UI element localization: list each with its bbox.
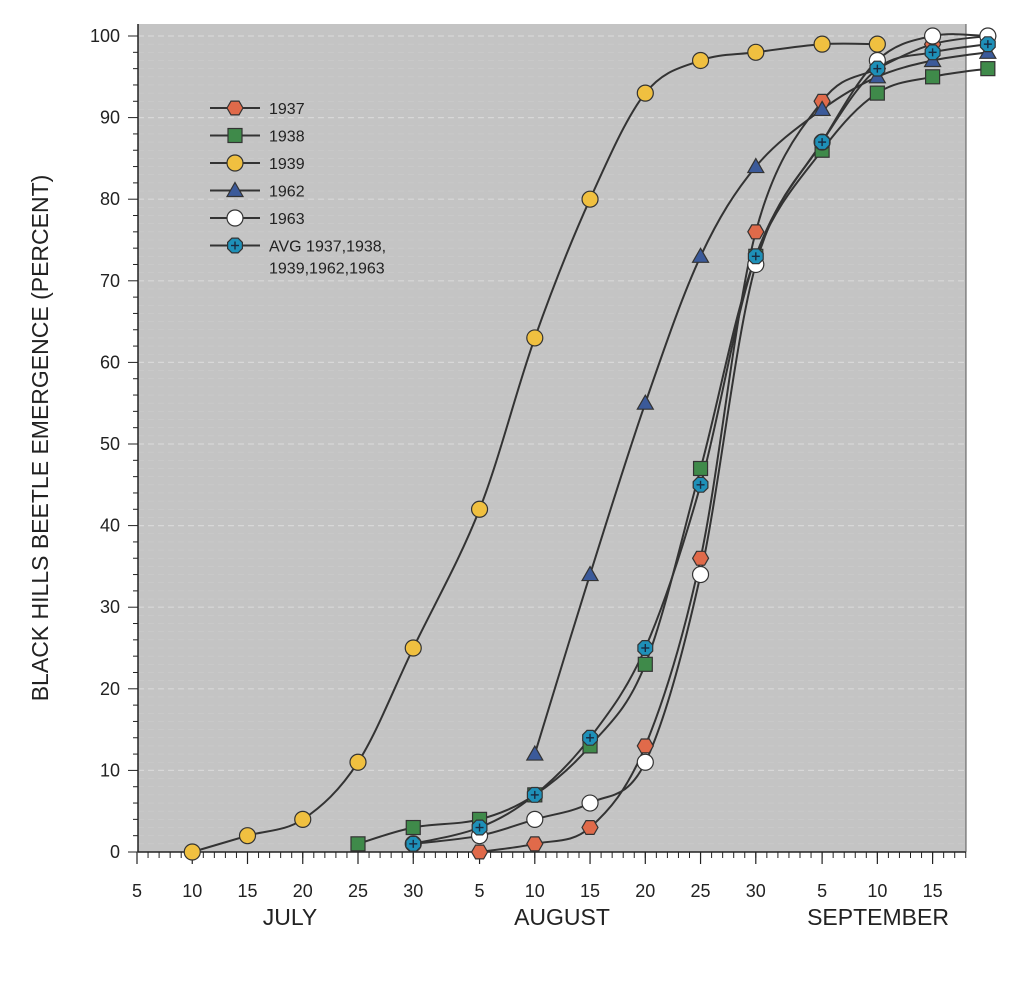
data-point: [405, 819, 421, 836]
series-line: [192, 42, 878, 853]
x-tick-label: 30: [746, 881, 766, 901]
legend-label: 1938: [269, 129, 305, 146]
data-point: [691, 565, 710, 584]
axes: 0 10 20 30 40 50 60 70 80 90 100 5 10 15 20 25 30 5 10 15 20…: [90, 24, 967, 930]
data-point: [350, 836, 366, 852]
data-point: [470, 844, 489, 860]
x-tick-label: 15: [580, 881, 600, 901]
legend-label: AVG 1937,1938,: [269, 239, 386, 256]
data-point: [747, 43, 765, 61]
data-point: [923, 27, 942, 45]
x-tick-label: 15: [923, 881, 943, 901]
legend-label-cont: 1939,1962,1963: [269, 261, 385, 278]
x-tick-label: 25: [348, 881, 368, 901]
data-point: [470, 500, 489, 518]
legend-marker: [226, 209, 244, 227]
y-tick-label: 50: [100, 434, 120, 454]
x-tick-label: 10: [182, 881, 202, 901]
legend-marker: [226, 154, 244, 172]
data-point: [691, 51, 710, 70]
y-tick-label: 40: [100, 516, 120, 536]
month-label: SEPTEMBER: [807, 904, 949, 930]
x-tick-label: 5: [475, 881, 485, 901]
y-tick-label: 10: [100, 760, 120, 780]
x-tick-label: 20: [293, 881, 313, 901]
x-tick-label: 5: [817, 881, 827, 901]
y-tick-label: 0: [110, 842, 120, 862]
data-point: [868, 35, 886, 53]
data-point: [636, 738, 654, 754]
legend: 1937 1938 1939 1962 1963 AVG 1937,1938, 1939,1…: [210, 100, 386, 278]
y-tick-label: 60: [100, 352, 120, 372]
series-markers-5: [405, 36, 996, 852]
data-point: [869, 85, 885, 101]
data-point: [691, 247, 710, 263]
x-tick-label: 25: [691, 881, 711, 901]
legend-marker: [227, 127, 243, 144]
y-tick-label: 20: [100, 679, 120, 699]
y-tick-label: 100: [90, 26, 120, 46]
legend-label: 1937: [269, 101, 305, 118]
data-point: [692, 460, 709, 477]
data-point: [581, 819, 599, 836]
data-point: [581, 190, 599, 208]
plot-background: [138, 24, 966, 852]
y-axis-label: BLACK HILLS BEETLE EMERGENCE (PERCENT): [27, 175, 53, 702]
data-point: [404, 639, 422, 657]
x-tick-label: 10: [525, 881, 545, 901]
x-tick-label: 30: [403, 881, 423, 901]
month-label: AUGUST: [514, 904, 610, 930]
legend-label: 1963: [269, 211, 305, 228]
data-point: [813, 35, 831, 53]
data-point: [636, 84, 654, 102]
legend-marker: [226, 100, 244, 116]
legend-label: 1962: [269, 184, 305, 201]
data-point: [813, 100, 832, 117]
x-tick-label: 10: [867, 881, 887, 901]
data-point: [581, 794, 599, 812]
data-point: [238, 827, 257, 845]
data-point: [526, 329, 544, 347]
y-tick-label: 30: [100, 597, 120, 617]
data-point: [747, 224, 765, 240]
y-tick-label: 80: [100, 189, 120, 209]
data-point: [526, 810, 544, 828]
data-point: [183, 843, 201, 861]
data-point: [636, 753, 654, 771]
data-point: [349, 753, 367, 771]
x-tick-label: 15: [237, 881, 257, 901]
data-point: [980, 61, 996, 77]
data-point: [637, 656, 653, 672]
data-point: [525, 744, 544, 761]
legend-marker: [225, 181, 245, 198]
series-layer: [183, 27, 997, 861]
data-point: [691, 550, 710, 566]
data-point: [924, 69, 941, 85]
data-point: [746, 157, 765, 174]
data-point: [636, 393, 655, 410]
y-tick-label: 90: [100, 108, 120, 128]
series-2: [192, 42, 878, 853]
x-tick-label: 20: [635, 881, 655, 901]
data-point: [581, 565, 600, 582]
data-point: [526, 836, 544, 852]
legend-label: 1939: [269, 156, 305, 173]
data-point: [294, 810, 312, 828]
x-tick-label: 5: [132, 881, 142, 901]
y-tick-label: 70: [100, 271, 120, 291]
grid-lines: [138, 35, 966, 845]
month-label: JULY: [263, 904, 318, 930]
series-markers-2: [183, 35, 886, 861]
